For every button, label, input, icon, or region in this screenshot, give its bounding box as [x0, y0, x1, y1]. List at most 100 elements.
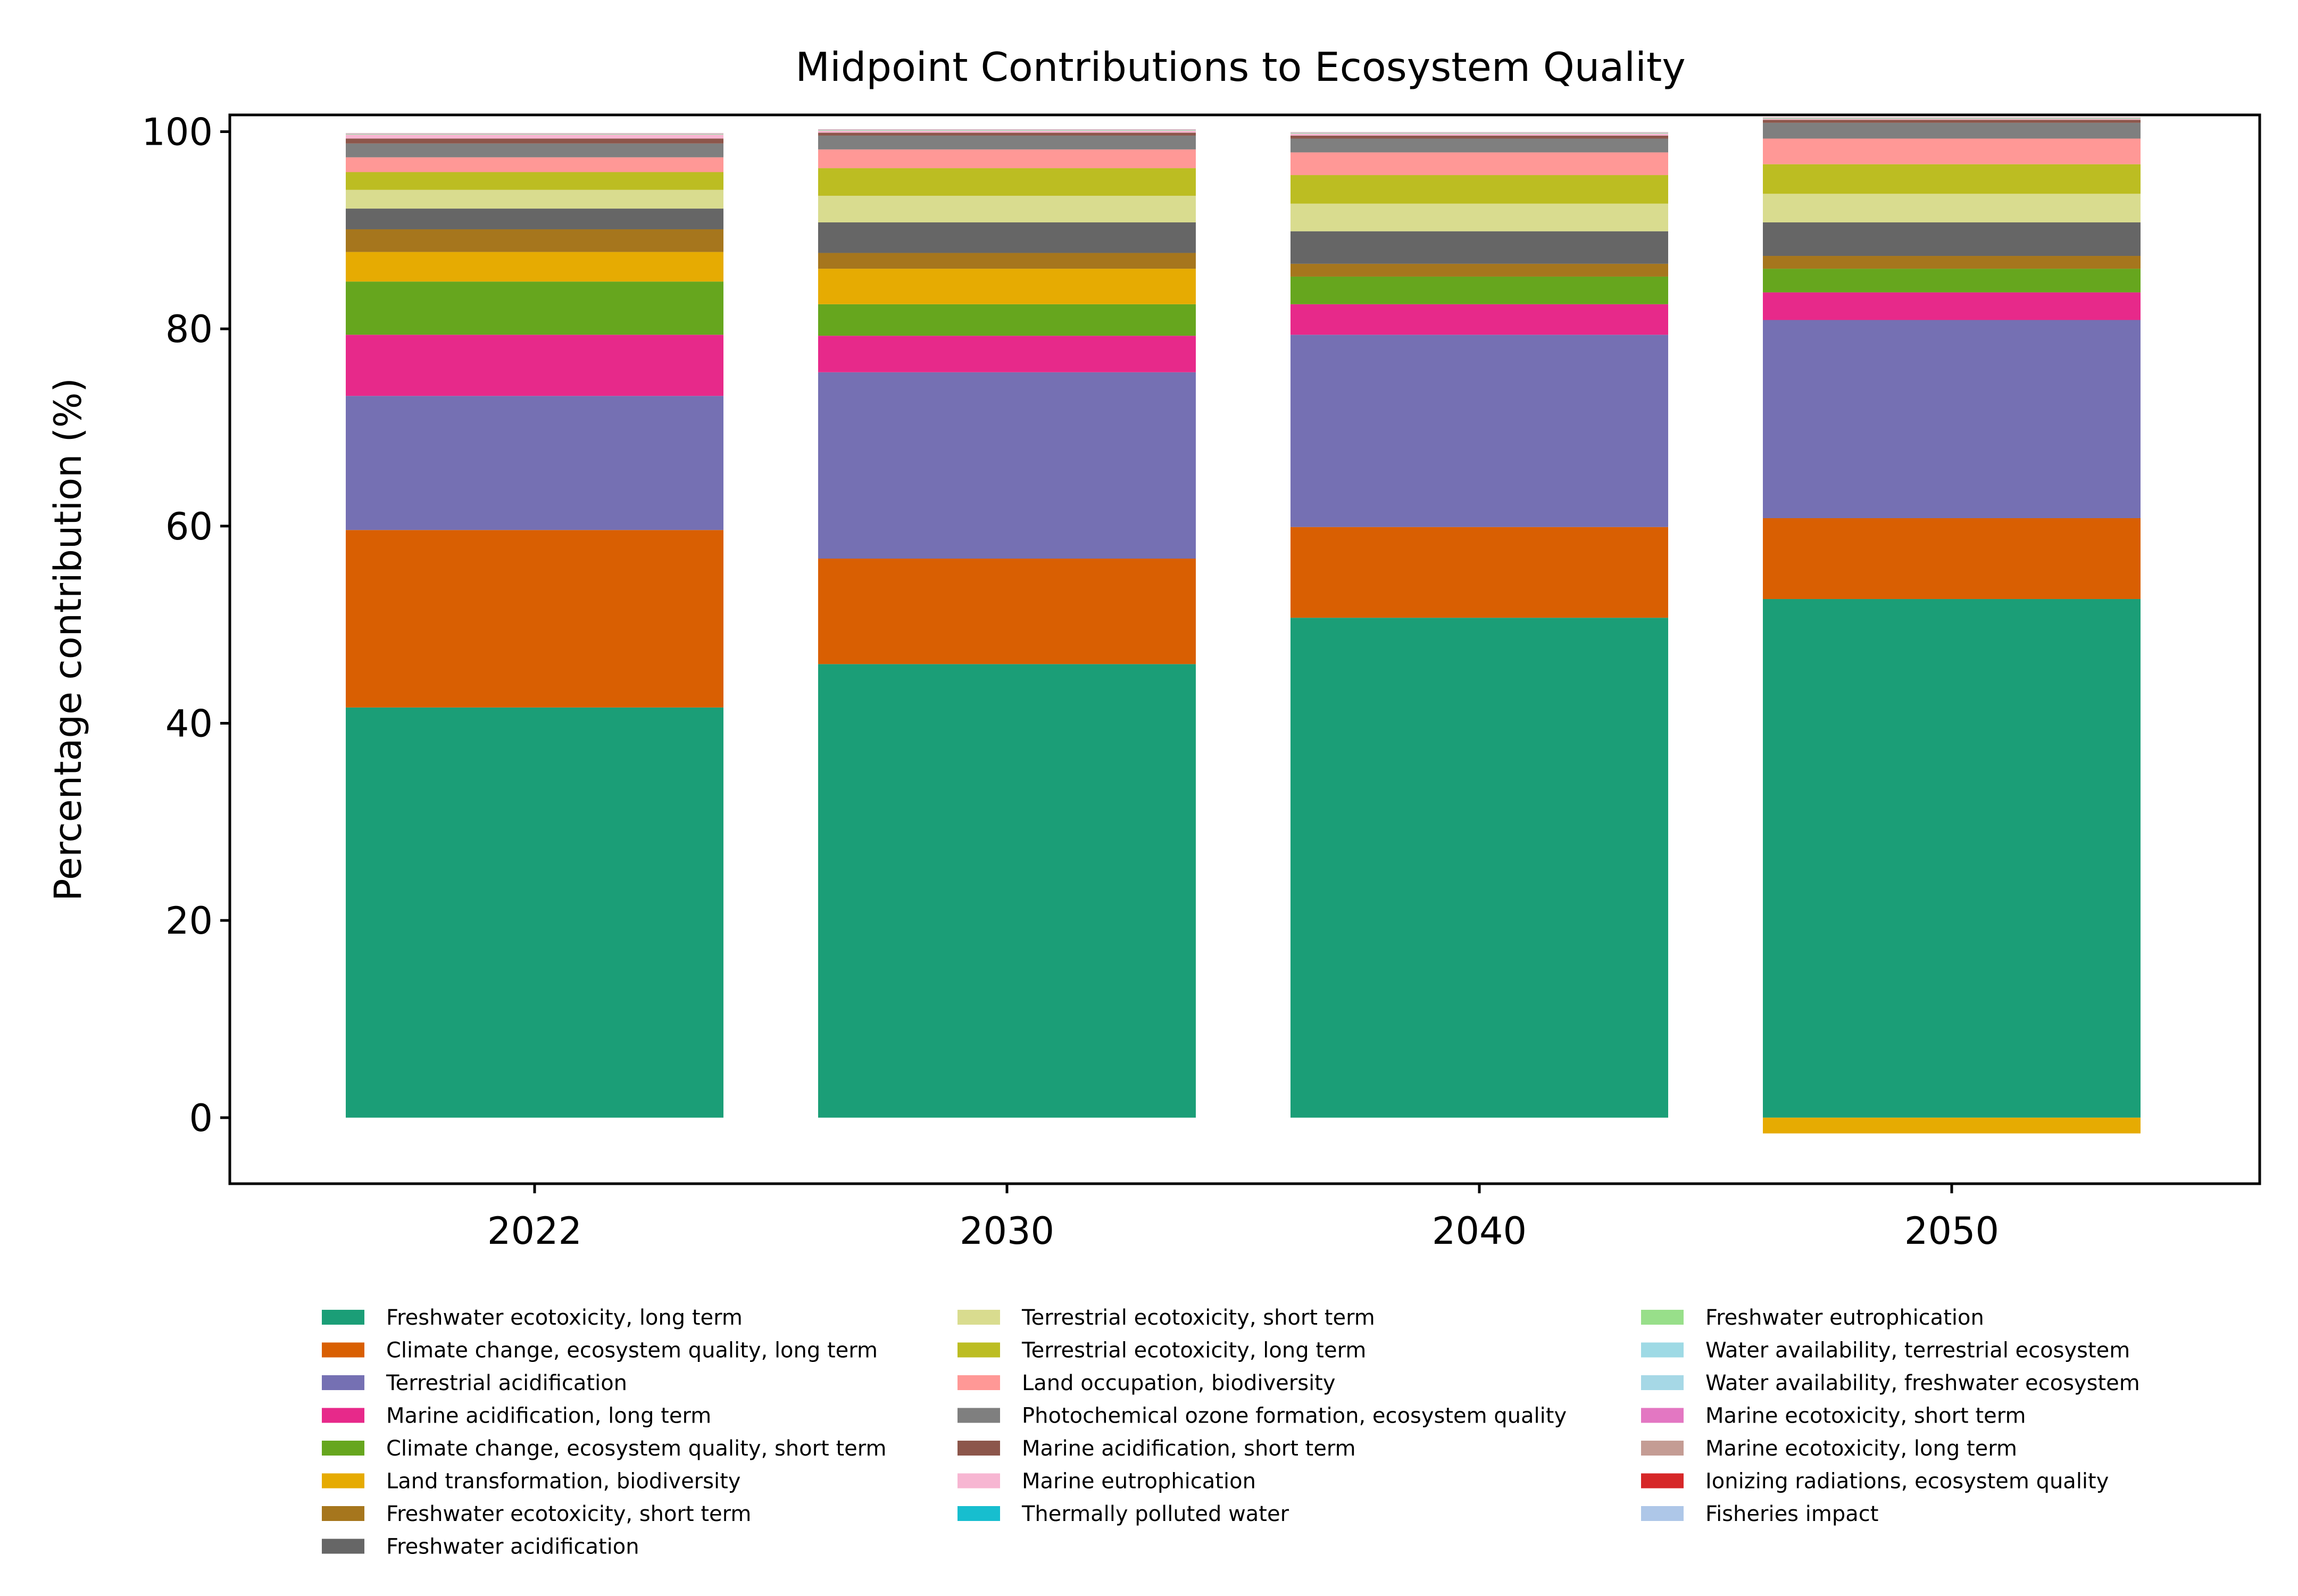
bar-2040-terrestrial-ecotoxicity-short-term [1290, 203, 1668, 231]
legend-label-freshwater-eutrophication: Freshwater eutrophication [1705, 1306, 1984, 1330]
bar-2030-land-occupation-biodiversity [818, 149, 1196, 169]
legend-swatch-freshwater-ecotoxicity-short-term [322, 1506, 364, 1521]
legend-swatch-thermally-polluted-water [958, 1506, 1000, 1521]
bar-2050-climate-change-ecosystem-quality-long-term [1763, 518, 2141, 599]
legend-label-freshwater-ecotoxicity-short-term: Freshwater ecotoxicity, short term [386, 1502, 751, 1526]
bar-2022-terrestrial-ecotoxicity-short-term [346, 189, 723, 209]
legend-label-thermally-polluted-water: Thermally polluted water [1021, 1502, 1289, 1526]
bar-2040-marine-acidification-long-term [1290, 304, 1668, 335]
legend-swatch-land-transformation-biodiversity [322, 1473, 364, 1489]
legend-label-terrestrial-ecotoxicity-short-term: Terrestrial ecotoxicity, short term [1021, 1306, 1375, 1330]
bar-2022-marine-acidification-long-term [346, 335, 723, 396]
y-tick-label-40: 40 [165, 702, 213, 745]
legend-swatch-ionizing-radiations-ecosystem-quality [1641, 1473, 1684, 1489]
bar-2040-freshwater-eutrophication [1290, 133, 1668, 134]
legend-swatch-terrestrial-acidification [322, 1375, 364, 1390]
bar-2050-marine-acidification-long-term [1763, 292, 2141, 320]
bar-2030-freshwater-eutrophication [818, 130, 1196, 131]
bar-2030-photochemical-ozone-formation-ecosystem-quality [818, 135, 1196, 149]
bar-2040-marine-eutrophication [1290, 134, 1668, 136]
bar-2022-freshwater-acidification [346, 209, 723, 229]
bar-2040-freshwater-ecotoxicity-long-term [1290, 618, 1668, 1118]
legend-label-freshwater-ecotoxicity-long-term: Freshwater ecotoxicity, long term [386, 1306, 743, 1330]
legend-label-terrestrial-acidification: Terrestrial acidification [386, 1371, 627, 1395]
legend-swatch-marine-acidification-short-term [958, 1441, 1000, 1456]
bar-2022-freshwater-eutrophication [346, 134, 723, 135]
bar-2050-marine-eutrophication [1763, 119, 2141, 120]
bar-2030-terrestrial-ecotoxicity-long-term [818, 168, 1196, 196]
bar-2030-freshwater-ecotoxicity-long-term [818, 664, 1196, 1118]
legend-swatch-freshwater-ecotoxicity-long-term [322, 1310, 364, 1325]
bar-2050-freshwater-ecotoxicity-short-term [1763, 256, 2141, 269]
bar-2040-photochemical-ozone-formation-ecosystem-quality [1290, 138, 1668, 153]
y-axis-label: Percentage contribution (%) [46, 378, 90, 901]
legend-label-terrestrial-ecotoxicity-long-term: Terrestrial ecotoxicity, long term [1021, 1339, 1366, 1363]
legend-label-marine-ecotoxicity-short-term: Marine ecotoxicity, short term [1705, 1404, 2026, 1428]
legend-swatch-marine-ecotoxicity-long-term [1641, 1441, 1684, 1456]
legend-label-water-availability-freshwater-ecosystem: Water availability, freshwater ecosystem [1705, 1371, 2140, 1395]
x-tick-label-2030: 2030 [960, 1209, 1054, 1253]
bar-2030-freshwater-acidification [818, 222, 1196, 253]
legend-label-fisheries-impact: Fisheries impact [1705, 1502, 1878, 1526]
legend-swatch-water-availability-terrestrial-ecosystem [1641, 1342, 1684, 1358]
x-tick-label-2022: 2022 [487, 1209, 582, 1253]
bar-2022-climate-change-ecosystem-quality-long-term [346, 530, 723, 708]
y-tick-label-20: 20 [165, 899, 213, 943]
legend-label-land-transformation-biodiversity: Land transformation, biodiversity [386, 1469, 740, 1494]
bar-2030-marine-eutrophication [818, 130, 1196, 133]
legend-label-ionizing-radiations-ecosystem-quality: Ionizing radiations, ecosystem quality [1705, 1469, 2109, 1494]
bar-2040-terrestrial-ecotoxicity-long-term [1290, 175, 1668, 204]
bar-2040-freshwater-acidification [1290, 231, 1668, 264]
bar-2040-climate-change-ecosystem-quality-short-term [1290, 276, 1668, 304]
bar-2022-land-occupation-biodiversity [346, 157, 723, 172]
legend-swatch-marine-ecotoxicity-short-term [1641, 1408, 1684, 1423]
x-tick-label-2050: 2050 [1904, 1209, 1999, 1253]
bar-2030-marine-acidification-long-term [818, 336, 1196, 372]
x-tick-label-2040: 2040 [1432, 1209, 1527, 1253]
bar-2040-land-occupation-biodiversity [1290, 152, 1668, 176]
legend-label-water-availability-terrestrial-ecosystem: Water availability, terrestrial ecosyste… [1705, 1339, 2130, 1363]
legend-label-marine-ecotoxicity-long-term: Marine ecotoxicity, long term [1705, 1436, 2017, 1461]
legend-swatch-climate-change-ecosystem-quality-short-term [322, 1441, 364, 1456]
bar-2050-terrestrial-ecotoxicity-short-term [1763, 194, 2141, 223]
bar-segments [346, 117, 2141, 1134]
legend-swatch-terrestrial-ecotoxicity-short-term [958, 1310, 1000, 1325]
bar-2050-terrestrial-ecotoxicity-long-term [1763, 164, 2141, 194]
bar-2050-marine-acidification-short-term [1763, 120, 2141, 123]
legend-label-marine-acidification-short-term: Marine acidification, short term [1022, 1436, 1356, 1461]
bar-2022-climate-change-ecosystem-quality-short-term [346, 281, 723, 335]
y-tick-label-100: 100 [141, 111, 213, 154]
bar-2030-marine-acidification-short-term [818, 132, 1196, 136]
legend-swatch-marine-eutrophication [958, 1473, 1000, 1489]
plot-frame [228, 113, 2261, 1185]
bar-2040-climate-change-ecosystem-quality-long-term [1290, 527, 1668, 618]
legend-swatch-water-availability-freshwater-ecosystem [1641, 1375, 1684, 1390]
y-axis-ticks: 0 20 40 60 80 100 [141, 111, 230, 1140]
bar-2030-climate-change-ecosystem-quality-long-term [818, 558, 1196, 664]
legend-label-freshwater-acidification: Freshwater acidification [386, 1535, 639, 1559]
bar-2022-photochemical-ozone-formation-ecosystem-quality [346, 143, 723, 157]
legend-swatch-marine-acidification-long-term [322, 1408, 364, 1423]
bar-2022-land-transformation-biodiversity [346, 252, 723, 282]
bar-2040-marine-acidification-short-term [1290, 135, 1668, 139]
legend-label-marine-eutrophication: Marine eutrophication [1022, 1469, 1256, 1494]
legend-swatch-freshwater-acidification [322, 1539, 364, 1554]
legend-swatch-freshwater-eutrophication [1641, 1310, 1684, 1325]
x-axis-ticks: 2022 2030 2040 2050 [487, 1184, 1999, 1253]
legend-swatch-photochemical-ozone-formation-ecosystem-quality [958, 1408, 1000, 1423]
bar-2030-freshwater-ecotoxicity-short-term [818, 253, 1196, 269]
legend-swatch-land-occupation-biodiversity [958, 1375, 1000, 1390]
legend-swatch-fisheries-impact [1641, 1506, 1684, 1521]
chart-title: Midpoint Contributions to Ecosystem Qual… [795, 44, 1685, 90]
bar-2050-climate-change-ecosystem-quality-short-term [1763, 269, 2141, 293]
bar-2050-freshwater-ecotoxicity-long-term [1763, 598, 2141, 1118]
y-tick-label-80: 80 [165, 307, 213, 351]
bar-2040-terrestrial-acidification [1290, 335, 1668, 527]
bar-2022-marine-acidification-short-term [346, 138, 723, 144]
legend-label-land-occupation-biodiversity: Land occupation, biodiversity [1022, 1371, 1336, 1395]
bar-2040-freshwater-ecotoxicity-short-term [1290, 263, 1668, 277]
bar-2050-freshwater-eutrophication [1763, 118, 2141, 119]
bar-2050-land-occupation-biodiversity [1763, 138, 2141, 164]
bar-2022-freshwater-ecotoxicity-short-term [346, 229, 723, 252]
